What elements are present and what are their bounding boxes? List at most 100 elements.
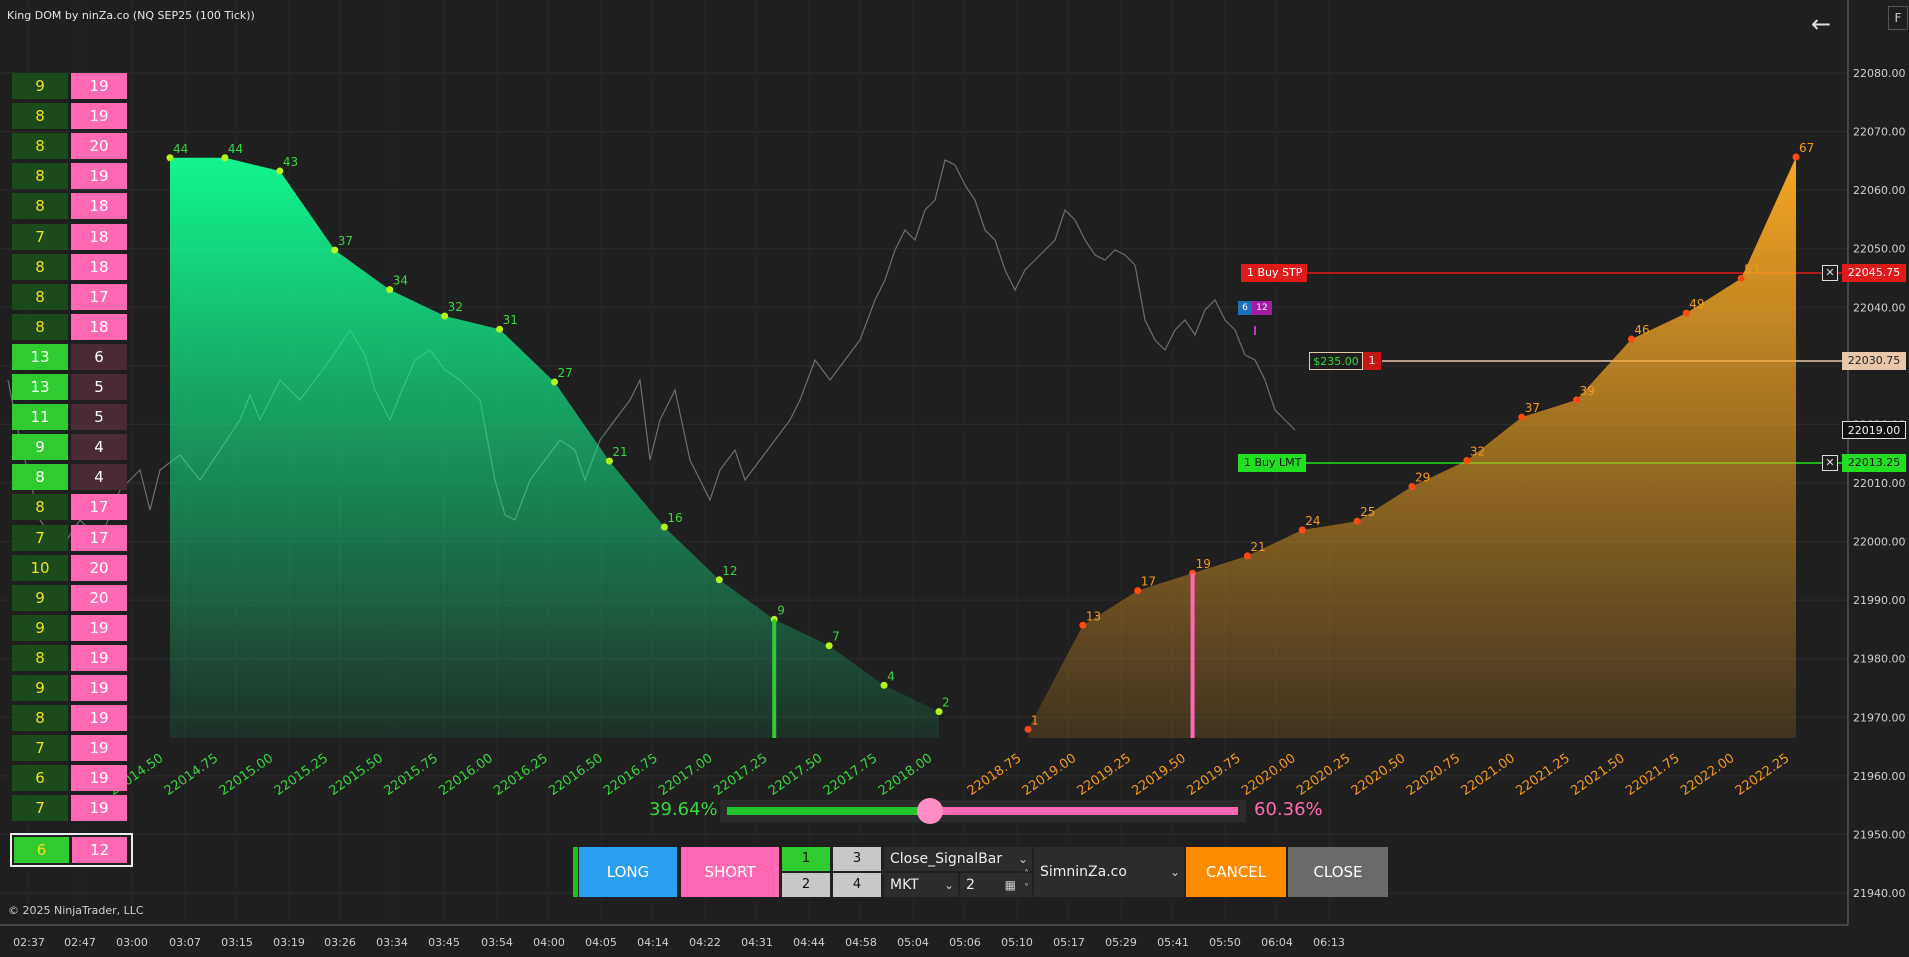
cancel-limit-order-icon[interactable]: ✕ — [1822, 455, 1838, 471]
dom-ask-cell[interactable]: 17 — [71, 524, 127, 551]
dom-bid-cell[interactable]: 11 — [12, 404, 68, 431]
dom-ask-cell[interactable]: 19 — [71, 675, 127, 701]
dom-bid-cell[interactable]: 9 — [12, 434, 68, 461]
dom-row[interactable]: 7 18 — [12, 223, 127, 250]
dom-bid-cell[interactable]: 8 — [12, 163, 68, 190]
dom-bid-cell[interactable]: 8 — [12, 313, 68, 340]
calculator-icon[interactable]: ▦ — [1004, 878, 1016, 892]
order-type-select[interactable]: MKT ⌄ — [884, 873, 958, 897]
buy-limit-order-tag[interactable]: 1 Buy LMT — [1238, 454, 1306, 472]
dom-row[interactable]: 8 18 — [12, 313, 127, 340]
dom-row[interactable]: 9 19 — [12, 73, 127, 99]
dom-bid-cell[interactable]: 7 — [12, 795, 68, 822]
position-pnl-tag[interactable]: $235.00 — [1309, 352, 1363, 370]
dom-ask-cell[interactable]: 18 — [71, 223, 127, 250]
dom-ask-cell[interactable]: 19 — [71, 73, 127, 99]
dom-ask-cell[interactable]: 19 — [71, 735, 127, 762]
dom-row[interactable]: 8 18 — [12, 193, 127, 220]
volume-value-label: 25 — [1360, 505, 1375, 519]
dom-row[interactable]: 9 19 — [12, 675, 127, 701]
dom-bid-cell[interactable]: 7 — [12, 735, 68, 762]
dom-row[interactable]: 8 19 — [12, 103, 127, 130]
dom-bid-cell[interactable]: 8 — [12, 494, 68, 521]
dom-bid-cell[interactable]: 9 — [12, 675, 68, 701]
dom-ask-cell[interactable]: 5 — [71, 404, 127, 431]
dom-ask-cell[interactable]: 19 — [71, 614, 127, 641]
dom-bid-cell[interactable]: 7 — [12, 524, 68, 551]
dom-row[interactable]: 6 19 — [12, 765, 127, 792]
corner-f-button[interactable]: F — [1888, 6, 1908, 30]
qty-4-button[interactable]: 4 — [833, 873, 881, 897]
dom-bid-cell[interactable]: 13 — [12, 374, 68, 400]
dom-ask-cell[interactable]: 20 — [71, 554, 127, 581]
qty-1-button[interactable]: 1 — [782, 847, 830, 871]
dom-ask-cell[interactable]: 18 — [71, 313, 127, 340]
back-arrow-icon[interactable]: ← — [1811, 10, 1832, 38]
dom-row[interactable]: 8 19 — [12, 644, 127, 671]
buy-stop-order-tag[interactable]: 1 Buy STP — [1241, 264, 1307, 282]
dom-row[interactable]: 8 19 — [12, 163, 127, 190]
dom-ask-cell[interactable]: 19 — [71, 765, 127, 792]
volume-value-label: 49 — [1689, 297, 1704, 311]
dom-row[interactable]: 7 17 — [12, 524, 127, 551]
dom-row[interactable]: 8 17 — [12, 494, 127, 521]
dom-row[interactable]: 8 20 — [12, 133, 127, 160]
dom-ask-cell[interactable]: 19 — [71, 103, 127, 130]
close-button[interactable]: CLOSE — [1288, 847, 1388, 897]
qty-3-button[interactable]: 3 — [833, 847, 881, 871]
qty-2-button[interactable]: 2 — [782, 873, 830, 897]
dom-row[interactable]: 8 18 — [12, 253, 127, 280]
account-select[interactable]: SimninZa.co ⌄ — [1034, 847, 1184, 897]
dom-row[interactable]: 9 20 — [12, 584, 127, 611]
dom-row[interactable]: 8 17 — [12, 283, 127, 310]
exit-mode-select[interactable]: Close_SignalBar ⌄ — [884, 847, 1032, 871]
dom-ask-cell[interactable]: 5 — [71, 374, 127, 400]
dom-row[interactable]: 13 6 — [12, 343, 127, 370]
dom-ask-cell[interactable]: 6 — [71, 343, 127, 370]
dom-bid-cell[interactable]: 8 — [12, 133, 68, 160]
dom-bid-cell[interactable]: 10 — [12, 554, 68, 581]
dom-ask-cell[interactable]: 19 — [71, 705, 127, 732]
dom-ask-cell[interactable]: 17 — [71, 494, 127, 521]
long-button[interactable]: LONG — [579, 847, 677, 897]
quantity-stepper-icon[interactable]: ˄ ˅ — [1024, 869, 1029, 894]
dom-ask-cell[interactable]: 19 — [71, 795, 127, 822]
dom-ask-cell[interactable]: 4 — [71, 434, 127, 461]
ratio-slider-handle[interactable] — [917, 798, 943, 824]
dom-row[interactable]: 7 19 — [12, 795, 127, 822]
dom-bid-cell[interactable]: 9 — [12, 73, 68, 99]
dom-bid-cell[interactable]: 9 — [12, 584, 68, 611]
dom-ask-cell[interactable]: 4 — [71, 464, 127, 491]
dom-bid-cell[interactable]: 8 — [12, 464, 68, 491]
dom-bid-cell[interactable]: 9 — [12, 614, 68, 641]
dom-row[interactable]: 13 5 — [12, 374, 127, 400]
dom-bid-cell[interactable]: 8 — [12, 644, 68, 671]
dom-bid-cell[interactable]: 8 — [12, 283, 68, 310]
dom-bid-cell[interactable]: 8 — [12, 193, 68, 220]
dom-bid-cell[interactable]: 8 — [12, 705, 68, 732]
dom-ask-cell[interactable]: 20 — [71, 133, 127, 160]
dom-ask-cell[interactable]: 20 — [71, 584, 127, 611]
dom-row[interactable]: 9 19 — [12, 614, 127, 641]
dom-ask-cell[interactable]: 19 — [71, 644, 127, 671]
dom-row[interactable]: 7 19 — [12, 735, 127, 762]
short-button[interactable]: SHORT — [681, 847, 779, 897]
dom-ask-cell[interactable]: 18 — [71, 193, 127, 220]
dom-ask-cell[interactable]: 17 — [71, 283, 127, 310]
dom-row[interactable]: 10 20 — [12, 554, 127, 581]
cancel-button[interactable]: CANCEL — [1186, 847, 1286, 897]
cancel-stop-order-icon[interactable]: ✕ — [1822, 265, 1838, 281]
dom-bid-cell[interactable]: 6 — [12, 765, 68, 792]
dom-bid-cell[interactable]: 8 — [12, 253, 68, 280]
dom-bid-cell[interactable]: 8 — [12, 103, 68, 130]
dom-ask-cell[interactable]: 18 — [71, 253, 127, 280]
dom-row[interactable]: 8 19 — [12, 705, 127, 732]
dom-ask-cell[interactable]: 19 — [71, 163, 127, 190]
dom-row[interactable]: 11 5 — [12, 404, 127, 431]
dom-bid-cell[interactable]: 13 — [12, 343, 68, 370]
quantity-input[interactable]: 2 ▦ ˄ ˅ — [960, 869, 1032, 897]
dom-bid-cell[interactable]: 7 — [12, 223, 68, 250]
